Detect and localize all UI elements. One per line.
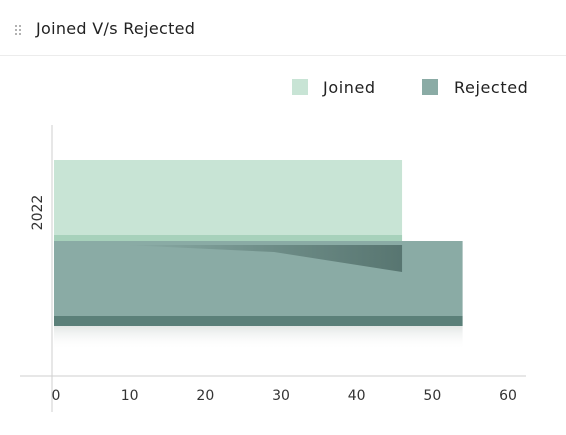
bar-rejected-depth (54, 316, 463, 326)
x-tick-label: 30 (272, 388, 290, 404)
x-tick-label: 40 (348, 388, 366, 404)
legend-swatch-rejected[interactable] (422, 79, 438, 95)
card-header: Joined V/s Rejected (0, 0, 566, 56)
x-tick-label: 20 (196, 388, 214, 404)
chart-title: Joined V/s Rejected (36, 19, 196, 38)
bar-joined-depth (54, 235, 403, 245)
legend-swatch-joined[interactable] (292, 79, 308, 95)
bar-joined-2022[interactable] (54, 160, 403, 235)
x-tick-label: 50 (423, 388, 441, 404)
x-tick-label: 0 (52, 388, 61, 404)
legend-label-joined[interactable]: Joined (322, 78, 376, 97)
x-tick-label: 60 (499, 388, 517, 404)
x-tick-label: 10 (121, 388, 139, 404)
bars-group (54, 160, 463, 350)
axes-group: 0 10 20 30 40 50 60 2022 (20, 125, 526, 412)
bar-reflection (54, 326, 463, 350)
bar-shadow (124, 245, 403, 272)
drag-handle-icon[interactable] (15, 25, 23, 35)
legend: Joined Rejected (292, 78, 528, 97)
y-category-label: 2022 (30, 195, 46, 231)
legend-label-rejected[interactable]: Rejected (454, 78, 528, 97)
